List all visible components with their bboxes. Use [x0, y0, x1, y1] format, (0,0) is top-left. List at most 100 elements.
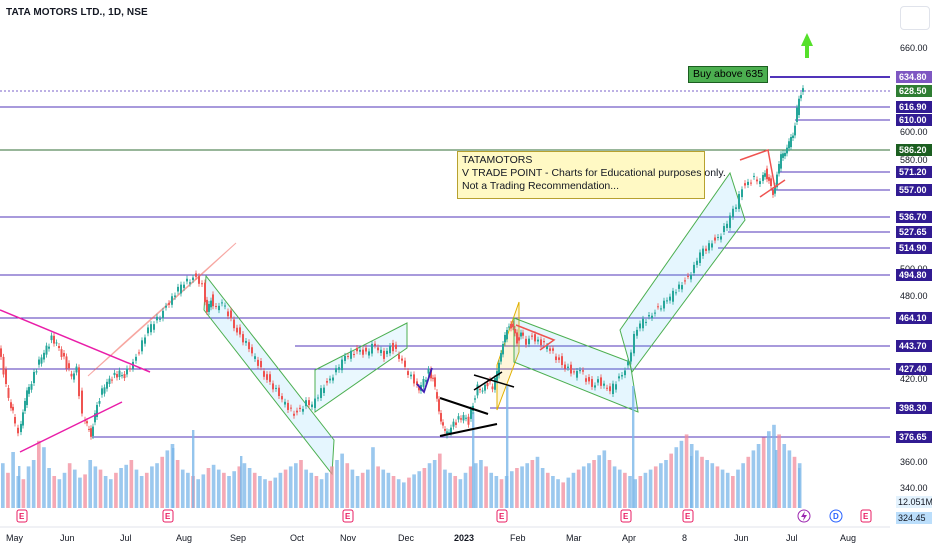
last-tag: [896, 512, 932, 524]
volume-bar-28: [144, 472, 149, 508]
volume-bar-11: [57, 479, 62, 508]
candle-body: [98, 401, 101, 404]
volume-bar-146: [751, 450, 756, 508]
candle-body: [242, 334, 244, 343]
volume-bar-90: [463, 472, 468, 508]
volume-bar-112: [576, 469, 581, 508]
volume-bar-123: [633, 479, 637, 508]
candle-body: [502, 343, 504, 355]
volume-bar-64: [330, 466, 334, 508]
buy-label[interactable]: Buy above 635: [688, 66, 769, 83]
event-earnings-icon: [682, 509, 694, 523]
candle-body: [498, 362, 500, 376]
candle-body: [552, 348, 554, 351]
candle-body: [14, 417, 16, 424]
level-tag-8: [896, 226, 932, 238]
volume-bar-9: [47, 468, 51, 508]
volume-bar-116: [597, 455, 601, 508]
volume-bar-97: [499, 479, 504, 508]
candle-body: [12, 406, 14, 411]
candle-body: [389, 345, 391, 354]
candle-body: [221, 302, 223, 304]
volume-bar-65: [335, 460, 339, 508]
candle-body: [263, 371, 265, 377]
volume-bar-154: [792, 456, 797, 508]
level-tag-label-9: 514.90: [899, 243, 927, 253]
candle-body: [723, 226, 725, 232]
candle-body: [206, 299, 208, 312]
candle-body: [40, 357, 43, 364]
candle-body: [639, 323, 641, 329]
candle-body: [543, 341, 545, 343]
candle-body: [359, 349, 361, 352]
pennant-red-1: [515, 324, 556, 351]
candle-body: [504, 334, 506, 343]
volume-bar-39: [201, 474, 206, 508]
candle-body: [800, 95, 802, 99]
volume-bar-68: [350, 469, 355, 508]
candle-body: [58, 346, 60, 348]
volume-bar-1: [6, 472, 10, 508]
candle-body: [766, 168, 768, 180]
candle-body: [81, 390, 83, 414]
volume-bar-107: [551, 476, 555, 508]
candle-body: [442, 422, 444, 426]
candle-body: [317, 397, 319, 399]
volume-bar-85: [437, 453, 442, 508]
candle-body: [177, 286, 179, 292]
candle-body: [491, 386, 494, 390]
candle-body: [48, 346, 50, 349]
note-line-2: V TRADE POINT - Charts for Educational p…: [462, 167, 726, 179]
volume-bar-135: [695, 450, 699, 508]
volume-bar-20: [103, 476, 108, 508]
chart-settings-button[interactable]: [900, 6, 930, 30]
volume-bar-147: [756, 444, 761, 508]
candle-body: [764, 173, 766, 177]
candle-body: [450, 427, 452, 434]
candle-body: [165, 305, 167, 308]
candle-body: [260, 361, 262, 368]
candle-body: [762, 175, 764, 181]
candle-body: [672, 290, 674, 302]
volume-bar-91: [468, 466, 473, 508]
x-tick-label-4: Sep: [230, 533, 246, 543]
candle-body: [45, 345, 48, 355]
candle-body: [248, 342, 250, 350]
volume-bar-113: [581, 466, 586, 508]
volume-bar-0: [1, 463, 5, 508]
candle-body: [386, 350, 388, 355]
volume-bar-115: [592, 460, 596, 508]
volume-bar-151: [777, 434, 781, 508]
event-label-2: E: [345, 512, 351, 521]
volume-bar-35: [180, 469, 185, 508]
level-tag-label-8: 527.65: [899, 227, 927, 237]
candle-body: [486, 382, 489, 387]
text-note[interactable]: TATAMOTORS V TRADE POINT - Charts for Ed…: [457, 151, 726, 199]
candle-body: [489, 379, 491, 382]
volume-bar-56: [288, 466, 293, 508]
event-dividend-icon: [829, 509, 843, 523]
volume-spike-7: [690, 456, 693, 508]
volume-bar-81: [417, 471, 422, 508]
candle-body: [735, 207, 737, 209]
candle-body: [624, 370, 626, 376]
volume-bar-125: [643, 472, 648, 508]
volume-bar-26: [134, 469, 139, 508]
candle-body: [630, 352, 632, 362]
candle-body: [669, 296, 671, 301]
volume-bar-10: [52, 476, 57, 508]
candle-body: [201, 283, 203, 285]
candle-body: [600, 377, 602, 386]
volume-bar-79: [407, 477, 411, 508]
y-tick-label-5: 420.00: [900, 374, 928, 384]
x-tick-label-8: 2023: [454, 533, 474, 543]
candle-body: [770, 178, 772, 187]
volume-bar-77: [396, 479, 401, 508]
volume-bar-18: [93, 466, 98, 508]
candle-body: [648, 315, 650, 317]
volume-bar-128: [659, 463, 663, 508]
volume-bar-142: [731, 476, 735, 508]
candle-body: [753, 175, 755, 177]
candle-body: [474, 398, 476, 400]
